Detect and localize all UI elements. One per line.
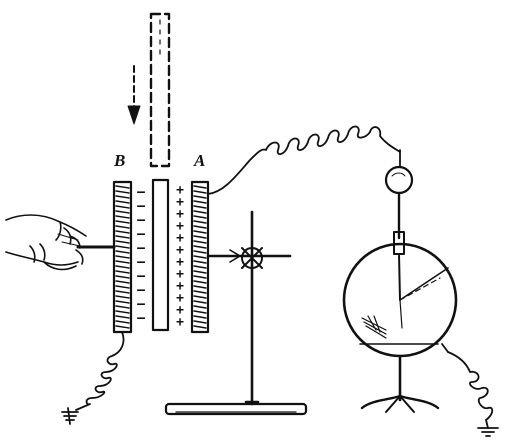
coiled-wire-to-electroscope [208, 127, 400, 195]
plate-a-label: A [194, 151, 206, 170]
charge-sign: + [176, 267, 184, 282]
charge-sign: – [137, 283, 145, 298]
charge-sign: – [137, 269, 145, 284]
electroscope-ground-wire [448, 352, 492, 428]
dielectric-slab [153, 180, 168, 330]
charge-sign: + [176, 315, 184, 330]
charge-sign: + [176, 255, 184, 270]
charge-sign: + [176, 291, 184, 306]
charge-sign: + [176, 207, 184, 222]
charge-sign: + [176, 303, 184, 318]
charge-sign: + [176, 243, 184, 258]
charge-sign: + [176, 183, 184, 198]
plate-b-label: B [114, 151, 126, 170]
charge-sign: – [137, 227, 145, 242]
charge-sign: – [137, 185, 145, 200]
charge-sign: – [137, 311, 145, 326]
ground-icon [62, 408, 78, 424]
negative-charge-signs: – – – – – – – – – – [133, 186, 149, 326]
plate-stand [166, 212, 306, 414]
plate-b-ground-wire [76, 332, 124, 410]
charge-sign: – [137, 255, 145, 270]
plate-b [114, 182, 131, 332]
charge-sign: + [176, 219, 184, 234]
hand-icon [6, 215, 86, 269]
charge-sign: – [137, 297, 145, 312]
charge-sign: + [176, 279, 184, 294]
dashed-slab-outline [151, 14, 169, 166]
electroscope-icon [344, 150, 456, 412]
charge-sign: – [137, 241, 145, 256]
down-arrow-icon [128, 66, 140, 124]
ground-icon [478, 428, 498, 436]
positive-charge-signs: + + + + + + + + + + + + [172, 183, 188, 330]
charge-sign: + [176, 231, 184, 246]
plate-a [192, 182, 208, 332]
charge-sign: – [137, 213, 145, 228]
charge-sign: + [176, 195, 184, 210]
charge-sign: – [137, 199, 145, 214]
